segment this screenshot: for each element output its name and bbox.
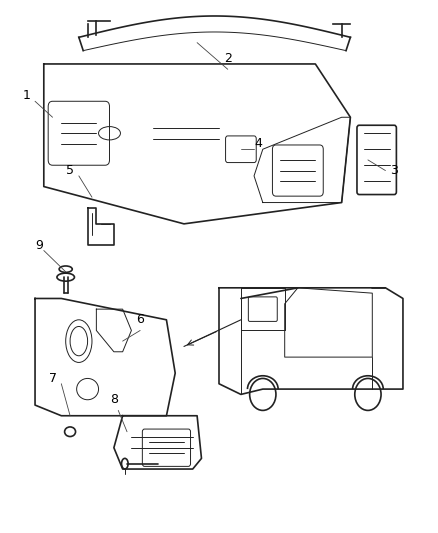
FancyBboxPatch shape xyxy=(226,136,256,163)
Ellipse shape xyxy=(67,430,73,434)
FancyBboxPatch shape xyxy=(272,145,323,196)
FancyBboxPatch shape xyxy=(142,429,191,466)
Text: 2: 2 xyxy=(224,52,232,65)
Text: 4: 4 xyxy=(254,138,262,150)
FancyBboxPatch shape xyxy=(357,125,396,195)
Text: 6: 6 xyxy=(136,313,144,326)
FancyBboxPatch shape xyxy=(248,297,277,321)
Text: 8: 8 xyxy=(110,393,118,406)
Text: 1: 1 xyxy=(22,90,30,102)
Text: 9: 9 xyxy=(35,239,43,252)
Text: 3: 3 xyxy=(390,164,398,177)
Text: 7: 7 xyxy=(49,372,57,385)
Text: 5: 5 xyxy=(66,164,74,177)
FancyBboxPatch shape xyxy=(48,101,110,165)
